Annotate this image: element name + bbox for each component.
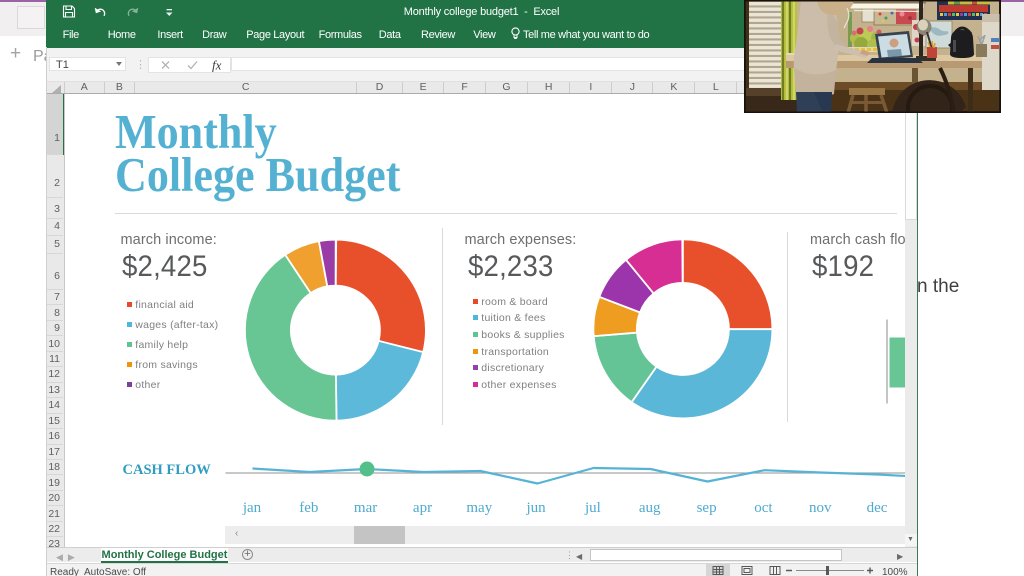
svg-text:fx: fx <box>212 57 222 72</box>
